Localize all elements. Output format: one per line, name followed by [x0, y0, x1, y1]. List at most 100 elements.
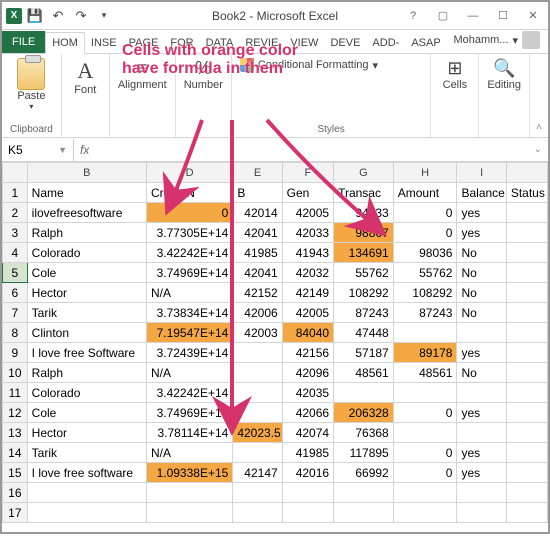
cell[interactable]: 0	[393, 463, 457, 483]
cell[interactable]	[506, 243, 547, 263]
name-box[interactable]: K5▼	[2, 139, 74, 161]
cell[interactable]: 89178	[393, 343, 457, 363]
header-cell-status[interactable]: Status	[506, 183, 547, 203]
row-header[interactable]: 17	[3, 503, 28, 523]
cell[interactable]: Clinton	[27, 323, 146, 343]
cell[interactable]: yes	[457, 203, 506, 223]
col-header-G[interactable]: G	[334, 163, 394, 183]
cell[interactable]: Cole	[27, 403, 146, 423]
row-header[interactable]: 6	[3, 283, 28, 303]
cell[interactable]: Ralph	[27, 223, 146, 243]
cell[interactable]: yes	[457, 443, 506, 463]
row-header[interactable]: 16	[3, 483, 28, 503]
header-cell-name[interactable]: Name	[27, 183, 146, 203]
row-header[interactable]: 3	[3, 223, 28, 243]
paste-button[interactable]: Paste▾	[10, 58, 53, 111]
cell[interactable]	[506, 203, 547, 223]
expand-formula-bar-button[interactable]: ⌄	[528, 144, 548, 155]
row-header[interactable]: 8	[3, 323, 28, 343]
cell[interactable]: 0	[393, 223, 457, 243]
cell[interactable]: 7.19547E+14	[146, 323, 232, 343]
cell[interactable]	[233, 343, 282, 363]
cell[interactable]	[506, 403, 547, 423]
col-header-D[interactable]: D	[146, 163, 232, 183]
tab-data[interactable]: DATA	[200, 33, 240, 53]
tab-formulas[interactable]: FOR	[164, 33, 199, 53]
cell[interactable]: No	[457, 363, 506, 383]
cell[interactable]: 87243	[393, 303, 457, 323]
cell[interactable]: 0	[393, 403, 457, 423]
cell[interactable]: 3.78114E+14	[146, 423, 232, 443]
cell[interactable]: Colorado	[27, 383, 146, 403]
tab-page-layout[interactable]: PAGE	[123, 33, 165, 53]
tab-home[interactable]: HOM	[45, 32, 85, 54]
cell[interactable]: 42096	[282, 363, 333, 383]
close-button[interactable]: ✕	[518, 6, 548, 26]
col-header-E[interactable]: E	[233, 163, 282, 183]
cell[interactable]: 42156	[282, 343, 333, 363]
header-cell-bill[interactable]: B	[233, 183, 282, 203]
col-header-F[interactable]: F	[282, 163, 333, 183]
cell[interactable]: 0	[393, 443, 457, 463]
cell[interactable]: Tarik	[27, 303, 146, 323]
cell[interactable]: No	[457, 263, 506, 283]
cell[interactable]	[233, 483, 282, 503]
tab-view[interactable]: VIEW	[284, 33, 324, 53]
row-header[interactable]: 12	[3, 403, 28, 423]
cell[interactable]: I love free Software	[27, 343, 146, 363]
row-header[interactable]: 13	[3, 423, 28, 443]
cell[interactable]: 42005	[282, 303, 333, 323]
cell[interactable]: 3.73834E+14	[146, 303, 232, 323]
cell[interactable]	[334, 383, 394, 403]
cell[interactable]: 206328	[334, 403, 394, 423]
cell[interactable]: Hector	[27, 423, 146, 443]
cell[interactable]	[457, 423, 506, 443]
cell[interactable]: N/A	[146, 443, 232, 463]
cell[interactable]: 94833	[334, 203, 394, 223]
header-cell-credit[interactable]: Credit N	[146, 183, 232, 203]
tab-developer[interactable]: DEVE	[324, 33, 366, 53]
row-header[interactable]: 15	[3, 463, 28, 483]
cell[interactable]	[393, 503, 457, 523]
tab-file[interactable]: FILE	[2, 31, 45, 53]
cell[interactable]	[506, 263, 547, 283]
maximize-button[interactable]: ☐	[488, 6, 518, 26]
cell[interactable]	[393, 423, 457, 443]
select-all-corner[interactable]	[3, 163, 28, 183]
cell[interactable]: 42152	[233, 283, 282, 303]
cell[interactable]: 55762	[334, 263, 394, 283]
cell[interactable]: No	[457, 283, 506, 303]
cell[interactable]: 98036	[393, 243, 457, 263]
cells-button[interactable]: ⊞Cells	[439, 58, 470, 91]
cell[interactable]: Ralph	[27, 363, 146, 383]
cell[interactable]: yes	[457, 223, 506, 243]
cell[interactable]: 3.77305E+14	[146, 223, 232, 243]
cell[interactable]	[393, 483, 457, 503]
cell[interactable]: 0	[146, 203, 232, 223]
cell[interactable]: No	[457, 243, 506, 263]
cell[interactable]	[334, 483, 394, 503]
row-header[interactable]: 2	[3, 203, 28, 223]
row-header[interactable]: 11	[3, 383, 28, 403]
help-button[interactable]: ?	[398, 6, 428, 26]
cell[interactable]: 42066	[282, 403, 333, 423]
cell[interactable]: 108292	[334, 283, 394, 303]
cell[interactable]	[506, 423, 547, 443]
cell[interactable]	[457, 503, 506, 523]
cell[interactable]: 3.72439E+14	[146, 343, 232, 363]
cell[interactable]	[233, 403, 282, 423]
cell[interactable]: ilovefreesoftware	[27, 203, 146, 223]
cell[interactable]: 48561	[393, 363, 457, 383]
cell[interactable]: 41943	[282, 243, 333, 263]
cell[interactable]: 42041	[233, 263, 282, 283]
cell[interactable]: 66992	[334, 463, 394, 483]
row-header[interactable]: 14	[3, 443, 28, 463]
cell[interactable]: 42003	[233, 323, 282, 343]
cell[interactable]: N/A	[146, 283, 232, 303]
cell[interactable]	[506, 503, 547, 523]
col-header-H[interactable]: H	[393, 163, 457, 183]
cell[interactable]	[506, 443, 547, 463]
header-cell-balance[interactable]: Balance	[457, 183, 506, 203]
alignment-button[interactable]: ≡Alignment	[118, 58, 167, 91]
col-header-B[interactable]: B	[27, 163, 146, 183]
